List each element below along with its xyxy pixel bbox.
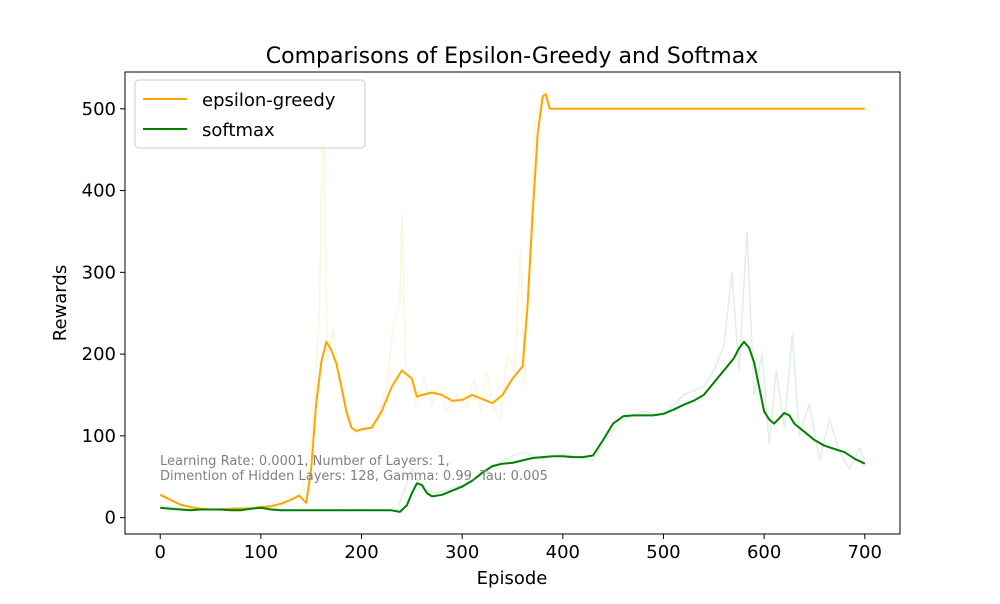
y-tick-label-0: 0 — [105, 508, 116, 529]
x-tick-label-100: 100 — [244, 542, 278, 563]
x-tick-label-0: 0 — [155, 542, 166, 563]
y-tick-label-200: 200 — [82, 344, 116, 365]
y-tick-label-400: 400 — [82, 181, 116, 202]
x-tick-label-700: 700 — [848, 542, 882, 563]
x-tick-label-600: 600 — [747, 542, 781, 563]
series-line-softmax — [160, 340, 866, 513]
legend-label-epsilon-greedy: epsilon-greedy — [202, 90, 336, 111]
y-tick-label-500: 500 — [82, 99, 116, 120]
y-tick-label-300: 300 — [82, 262, 116, 283]
plot-frame — [124, 71, 901, 535]
y-tick-label-100: 100 — [82, 426, 116, 447]
series-line-epsilon-greedy — [159, 93, 865, 511]
chart-title: Comparisons of Epsilon-Greedy and Softma… — [266, 44, 758, 69]
params-annotation-line-2: Dimention of Hidden Layers: 128, Gamma: … — [160, 469, 548, 484]
y-axis-label: Rewards — [50, 265, 71, 341]
params-annotation-line-1: Learning Rate: 0.0001, Number of Layers:… — [160, 454, 450, 469]
x-tick-label-400: 400 — [546, 542, 580, 563]
x-tick-label-200: 200 — [344, 542, 378, 563]
legend-box — [134, 79, 366, 149]
x-tick-label-500: 500 — [646, 542, 680, 563]
series-raw-epsilon-greedy — [159, 90, 865, 512]
legend: epsilon-greedy softmax — [134, 79, 366, 149]
x-tick-label-300: 300 — [445, 542, 479, 563]
legend-label-softmax: softmax — [202, 120, 275, 141]
x-axis-label: Episode — [477, 568, 548, 589]
